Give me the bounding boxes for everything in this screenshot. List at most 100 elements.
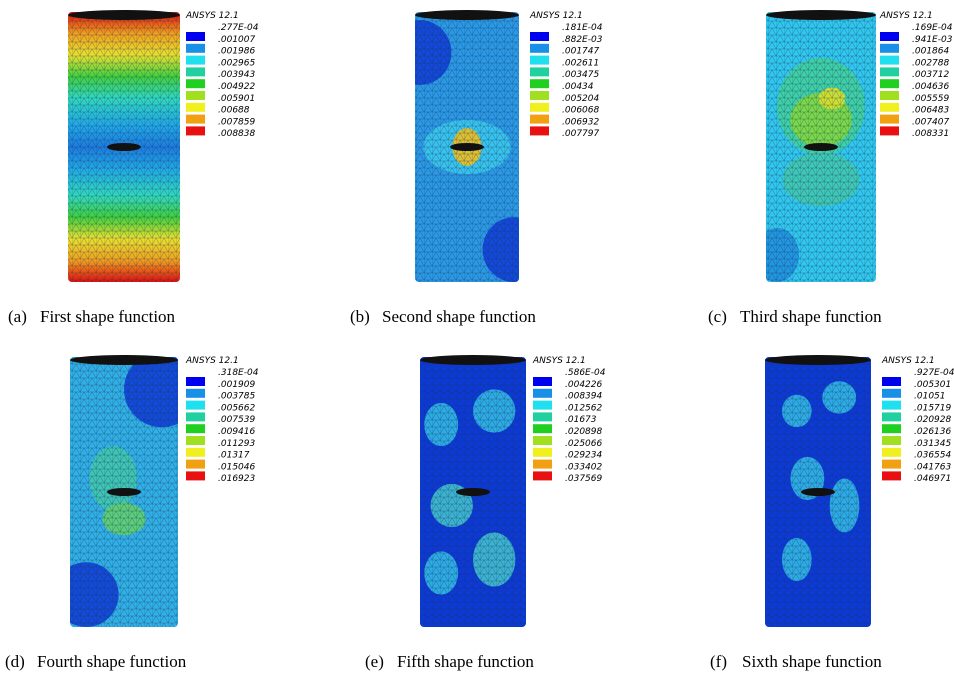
legend-value: .941E-03: [912, 35, 953, 45]
legend-swatch: [530, 43, 549, 53]
legend-swatch: [530, 32, 549, 41]
legend-value: .586E-04: [565, 368, 606, 378]
top-face: [70, 355, 178, 365]
panel: ANSYS 12.1 .586E-04 .004226 .008394.012562.…: [365, 355, 606, 671]
legend-swatch: [530, 91, 549, 100]
legend-value: .001007: [218, 35, 255, 45]
legend-value: .033402: [565, 462, 602, 472]
legend-value: .01317: [218, 451, 250, 461]
panel: ANSYS 12.1 .277E-04 .001007 .001986.002965.…: [8, 10, 259, 326]
legend-value: .037569: [565, 474, 602, 484]
legend-value: .001747: [562, 47, 599, 57]
legend-swatch: [880, 43, 899, 53]
legend-value: .318E-04: [218, 368, 259, 378]
panel: ANSYS 12.1 .169E-04 .941E-03 .001864.002788…: [708, 10, 953, 326]
caption-label: (b): [350, 307, 370, 326]
legend-swatch: [880, 32, 899, 41]
legend-value: .008331: [912, 129, 949, 139]
legend-value: .003712: [912, 70, 949, 80]
legend-value: .026136: [914, 427, 951, 437]
legend-swatch: [880, 102, 899, 112]
legend-value: .003475: [562, 70, 599, 80]
legend-value: .011293: [218, 439, 255, 449]
legend-swatch: [186, 102, 205, 112]
legend-value: .005901: [218, 94, 255, 104]
legend-swatch: [882, 412, 901, 422]
legend-swatch: [880, 91, 899, 100]
legend-swatch: [186, 79, 205, 89]
legend-value: .009416: [218, 427, 255, 437]
legend-value: .002611: [562, 58, 599, 68]
software-label: ANSYS 12.1: [532, 356, 586, 366]
legend-value: .005204: [562, 94, 599, 104]
legend-swatch: [882, 471, 901, 481]
legend-value: .004922: [218, 82, 255, 92]
legend-value: .277E-04: [218, 23, 259, 33]
legend-value: .007797: [562, 129, 599, 139]
legend-value: .006483: [912, 106, 949, 116]
legend-swatch: [186, 436, 205, 445]
caption-label: (f): [710, 652, 727, 671]
legend-value: .025066: [565, 439, 602, 449]
legend-value: .029234: [565, 451, 602, 461]
legend-value: .004636: [912, 82, 949, 92]
legend-swatch: [882, 377, 901, 386]
legend-swatch: [186, 377, 205, 386]
legend-swatch: [186, 447, 205, 457]
legend-swatch: [880, 67, 899, 77]
legend-swatch: [186, 400, 205, 410]
legend-value: .00688: [218, 106, 250, 116]
legend-swatch: [186, 459, 205, 469]
legend-value: .001909: [218, 380, 255, 390]
legend-swatch: [880, 55, 899, 65]
legend-value: .003943: [218, 70, 255, 80]
legend-swatch: [533, 388, 552, 398]
legend-value: .015046: [218, 462, 255, 472]
legend-value: .007539: [218, 415, 255, 425]
legend-swatch: [186, 412, 205, 422]
legend-value: .012562: [565, 403, 602, 413]
legend-swatch: [186, 471, 205, 481]
legend-value: .005559: [912, 94, 949, 104]
hole: [107, 488, 141, 496]
legend-value: .036554: [914, 451, 951, 461]
legend-value: .181E-04: [562, 23, 603, 33]
legend-swatch: [882, 400, 901, 410]
legend-value: .004226: [565, 380, 602, 390]
legend-swatch: [533, 471, 552, 481]
legend-value: .031345: [914, 439, 951, 449]
legend-swatch: [533, 424, 552, 434]
legend-swatch: [533, 400, 552, 410]
legend-swatch: [882, 388, 901, 398]
caption: Third shape function: [740, 307, 882, 326]
caption: Fifth shape function: [397, 652, 534, 671]
legend-value: .020928: [914, 415, 951, 425]
legend-swatch: [530, 79, 549, 89]
software-label: ANSYS 12.1: [881, 356, 935, 366]
legend-swatch: [530, 114, 549, 124]
hole: [107, 143, 141, 151]
legend-value: .002965: [218, 58, 255, 68]
legend-swatch: [530, 67, 549, 77]
cylinder: [420, 357, 526, 627]
legend-value: .001864: [912, 47, 949, 57]
legend-value: .005301: [914, 380, 951, 390]
legend-value: .041763: [914, 462, 951, 472]
legend-swatch: [530, 102, 549, 112]
legend-swatch: [186, 114, 205, 124]
panel: ANSYS 12.1 .927E-04 .005301 .01051.015719 .0…: [710, 355, 954, 671]
legend-value: .882E-03: [562, 35, 603, 45]
legend-swatch: [186, 32, 205, 41]
caption: First shape function: [40, 307, 176, 326]
legend-swatch: [186, 388, 205, 398]
software-label: ANSYS 12.1: [185, 11, 239, 21]
hole: [450, 143, 484, 151]
caption: Sixth shape function: [742, 652, 882, 671]
legend-value: .006932: [562, 117, 599, 127]
legend-swatch: [186, 55, 205, 65]
software-label: ANSYS 12.1: [529, 11, 583, 21]
legend-swatch: [186, 91, 205, 100]
software-label: ANSYS 12.1: [879, 11, 933, 21]
legend-swatch: [882, 424, 901, 434]
legend-value: .01051: [914, 392, 946, 402]
